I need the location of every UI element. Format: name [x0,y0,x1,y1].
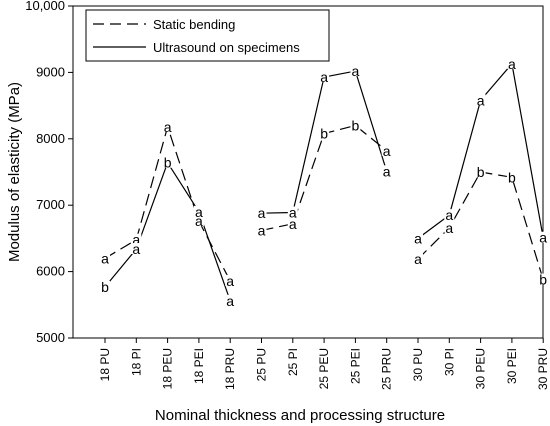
ultrasound-point-label: a [508,56,516,72]
point-label-bg [319,127,330,139]
y-tick-label: 10,000 [25,0,65,13]
static-bending-point-label: a [445,220,453,236]
x-tick-label: 30 PI [442,348,456,376]
ultrasound-point-label: a [132,241,140,257]
legend-box [85,9,330,62]
x-tick-label: 25 PU [255,348,269,381]
x-tick-label: 30 PU [411,348,425,381]
static-bending-point-label: b [352,118,360,134]
ultrasound-point-label: a [352,63,360,79]
point-label-bg [193,205,204,217]
static-bending-point-label: a [226,273,234,289]
point-label-bg [162,120,173,132]
x-axis-title: Nominal thickness and processing structu… [155,407,445,424]
ultrasound-line-group-2 [261,70,388,214]
static-bending-point-label: a [101,250,109,266]
ultrasound-point-label: a [195,204,203,220]
static-bending-point-label: a [132,232,140,248]
x-tick-label: 30 PEU [474,348,488,389]
point-label-bg [538,273,549,285]
point-label-bg [100,280,110,292]
point-label-bg [256,224,267,236]
point-label-bg [350,119,361,131]
ultrasound-point-label: b [164,155,172,171]
static-bending-point-label: b [508,169,516,185]
legend: Static bending Ultrasound on specimens [85,9,330,62]
ultrasound-point-label: a [258,205,266,221]
point-label-bg [475,94,486,106]
static-bending-point-label: a [414,251,422,267]
static-bending-line-group-1 [104,126,231,282]
static-bending-point-label: b [539,272,547,288]
y-tick-label: 5000 [36,330,65,345]
point-label-bg [444,209,455,221]
x-tick-label: 30 PRU [536,348,550,390]
x-tick-label: 18 PEI [192,348,206,384]
x-tick-label: 25 PI [286,348,300,376]
x-tick-label: 18 PI [129,348,143,376]
point-label-bg [131,233,142,245]
point-label-bg [475,166,486,177]
point-label-bg [193,215,204,227]
ultrasound-point-label: a [383,163,391,179]
point-label-bg [444,221,455,233]
point-label-bg [506,171,517,183]
static-bending-point-label: a [258,222,266,238]
ultrasound-point-label: a [445,207,453,223]
x-tick-label: 18 PRU [223,348,237,390]
point-label-bg [225,294,236,306]
ultrasound-point-label: a [414,230,422,246]
point-label-bg [225,274,236,286]
point-label-bg [381,144,392,156]
static-bending-point-label: b [477,164,485,180]
point-label-bg [100,252,110,264]
static-bending-point-label: a [289,216,297,232]
x-tick-label: 25 PEU [317,348,331,389]
point-label-bg [131,243,142,255]
y-tick-label: 7000 [36,197,65,212]
y-tick-label: 9000 [36,64,65,79]
point-label-bg [287,206,298,218]
point-label-bg [413,232,423,244]
ultrasound-point-label: a [320,69,328,85]
point-label-bg [350,65,361,77]
static-bending-point-label: a [164,119,172,135]
ultrasound-point-label: a [477,92,485,108]
x-tick-label: 25 PEI [348,348,362,384]
point-label-bg [381,165,392,177]
ultrasound-point-label: a [289,205,297,221]
static-bending-point-label: a [195,213,203,229]
point-label-bg [287,217,298,229]
ultrasound-line-group-3 [417,63,544,239]
ultrasound-point-label: a [539,230,547,246]
legend-label-static-bending: Static bending [153,17,235,32]
point-label-bg [319,71,330,83]
static-bending-point-label: b [320,125,328,141]
x-tick-label: 25 PRU [380,348,394,390]
point-label-bg [256,207,267,219]
x-tick-label: 18 PU [98,348,112,381]
static-bending-point-label: a [383,143,391,159]
y-axis-title: Modulus of elasticity (MPa) [6,82,23,262]
ultrasound-line-group-1 [104,162,231,302]
point-label-bg [506,57,517,69]
y-tick-label: 8000 [36,131,65,146]
ultrasound-point-label: b [101,279,109,295]
static-bending-line-group-3 [417,171,544,280]
ultrasound-point-label: a [226,293,234,309]
plot-frame [72,5,544,339]
x-tick-label: 18 PEU [161,348,175,389]
y-tick-label: 6000 [36,264,65,279]
legend-label-ultrasound: Ultrasound on specimens [153,40,300,55]
point-label-bg [538,231,549,243]
point-label-bg [162,156,173,168]
x-tick-label: 30 PEI [505,348,519,384]
point-label-bg [413,252,423,264]
